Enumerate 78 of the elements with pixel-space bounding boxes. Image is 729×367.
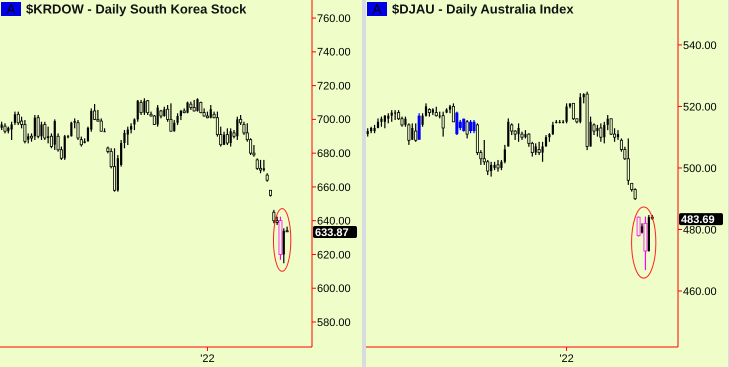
candlestick [452,102,455,122]
annotation: A [6,2,16,17]
candlestick [384,114,386,129]
candlestick [36,114,40,139]
candlestick [3,122,6,134]
candlestick [496,159,500,172]
candlestick [113,148,116,192]
candlestick [230,128,232,148]
candlestick [572,102,575,121]
candlestick [199,101,202,114]
y-tick-label: 720.00 [317,80,351,92]
candlestick [472,119,476,134]
chart-title: $DJAU - Daily Australia Index [392,2,574,17]
candlestick [236,116,238,141]
x-tick-label: '22 [200,353,215,365]
candlestick [442,111,445,138]
y-tick-label: 640.00 [317,216,351,228]
candlestick [210,104,212,119]
y-tick-label: 580.00 [317,316,351,329]
candlestick [390,110,393,122]
candlestick [411,122,414,141]
candlestick [14,111,16,126]
candlestick [100,118,103,132]
candlestick [226,128,229,146]
y-tick-label: 520.00 [683,101,717,114]
candlestick [126,126,129,146]
candlestick [558,119,561,124]
candlestick [434,106,438,118]
candlestick [636,216,640,238]
candlestick [272,209,276,224]
candlestick [418,112,421,141]
text: 633.87 [315,226,349,239]
candlestick [599,122,602,142]
y-tick-label: 620.00 [317,249,351,262]
y-tick-label: 660.00 [317,182,351,194]
candlestick [163,106,166,118]
candlestick [140,99,143,116]
y-tick-label: 480.00 [683,224,717,236]
candlestick [23,119,26,144]
y-tick-label: 500.00 [683,162,717,175]
chart-title: $KRDOW - Daily South Korea Stock [26,2,248,17]
y-tick-label: 460.00 [683,286,717,298]
y-tick-label: 600.00 [317,283,351,296]
text: 483.69 [681,214,715,226]
candlestick [169,102,172,132]
candlestick [466,119,469,140]
y-tick-label: 540.00 [683,40,717,52]
candlestick [16,111,20,126]
candlestick [196,98,199,112]
candlestick [54,118,56,151]
candlestick [455,111,458,136]
y-tick-label: 760.00 [317,12,351,25]
y-tick-label: 740.00 [317,46,351,59]
candlestick [146,99,150,116]
candlestick [64,134,66,161]
candlestick [40,121,43,141]
candlestick [534,142,537,156]
annotation: A [372,2,382,17]
candlestick [421,112,424,128]
candlestick [43,121,46,141]
candlestick [123,129,126,149]
candlestick [34,114,36,141]
candlestick [387,112,390,124]
y-tick-label: 680.00 [317,148,351,160]
candlestick [222,131,226,146]
candlestick [259,159,262,174]
candlestick [256,158,259,170]
candlestick [414,122,418,142]
candlestick [469,119,472,134]
candlestick [282,228,285,264]
candlestick [565,102,568,124]
candlestick [70,121,72,138]
y-tick-label: 700.00 [317,114,351,126]
candlestick [186,101,189,114]
candlestick [462,118,466,132]
candlestick [156,104,159,128]
candlestick [380,116,383,128]
x-tick-label: '22 [559,353,574,365]
